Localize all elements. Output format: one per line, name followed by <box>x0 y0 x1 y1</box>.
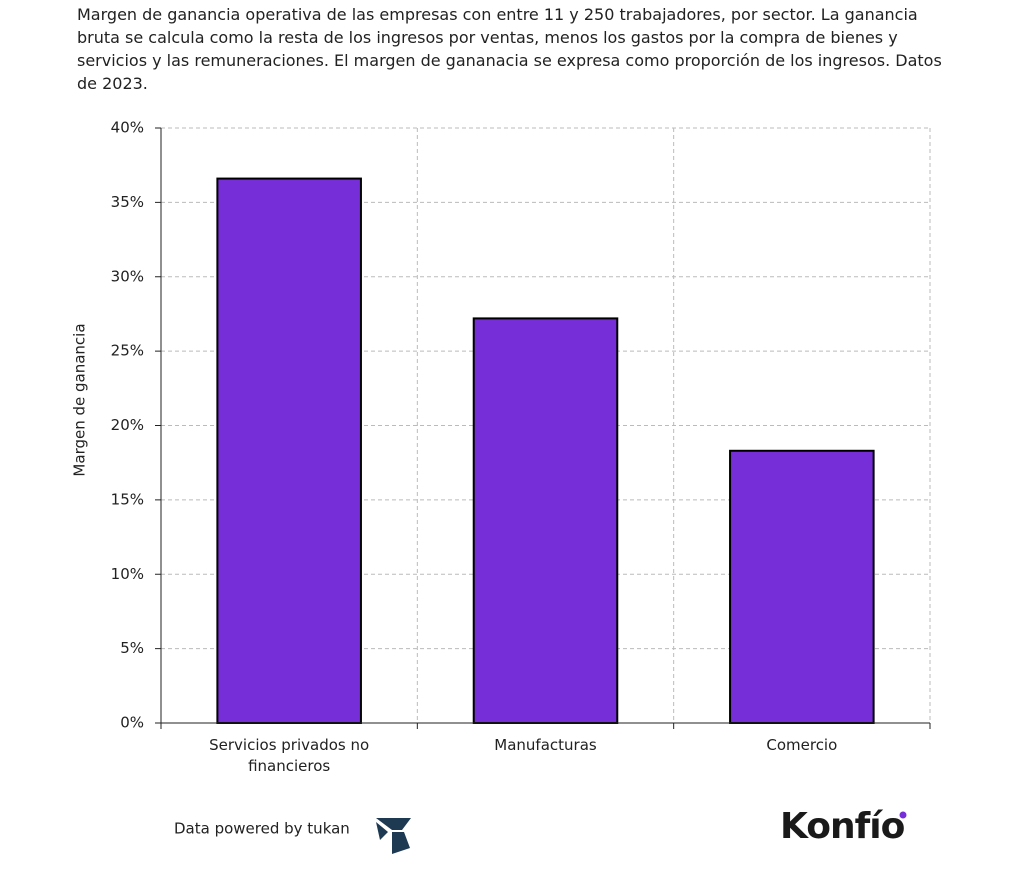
x-tick-label-box: Servicios privados no financieros <box>209 736 370 775</box>
x-tick-label: Comercio <box>766 736 838 754</box>
x-tick-label-box: Comercio <box>766 736 838 754</box>
bar <box>216 177 362 724</box>
y-axis-label: Margen de ganancia <box>71 323 89 476</box>
footer-source: Data powered by tukan <box>174 820 350 838</box>
y-tick-label: 35% <box>111 193 144 211</box>
y-tick-label: 30% <box>111 267 144 285</box>
brand-dot <box>899 811 907 819</box>
bar <box>472 317 619 724</box>
bar <box>729 449 875 724</box>
y-tick-label: 10% <box>111 565 144 583</box>
tukan-logo <box>376 818 411 854</box>
x-tick-label: Manufacturas <box>494 736 597 754</box>
y-tick-label: 40% <box>111 119 144 137</box>
y-tick-label: 0% <box>120 714 144 732</box>
chart-title: Margen de ganancia operativa de las empr… <box>77 5 942 93</box>
x-tick-label-box: Manufacturas <box>494 736 597 754</box>
x-tick-label: Servicios privados no financieros <box>209 736 370 775</box>
y-tick-label: 20% <box>111 416 144 434</box>
y-tick-label: 25% <box>111 342 144 360</box>
y-tick-label: 15% <box>111 490 144 508</box>
y-tick-label: 5% <box>120 639 144 657</box>
footer-brand: Konfío <box>780 806 905 847</box>
